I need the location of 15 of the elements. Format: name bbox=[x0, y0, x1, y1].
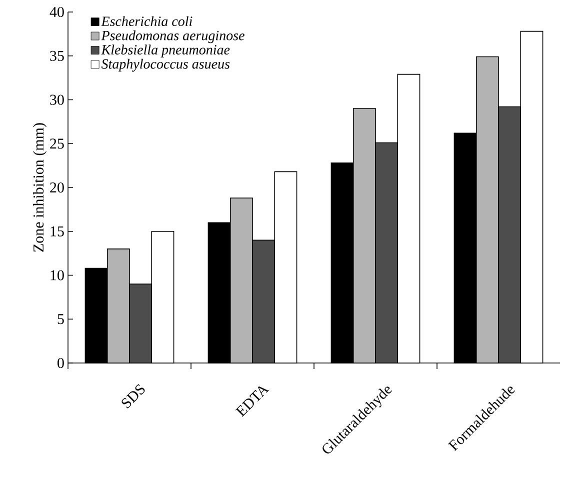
y-tick-label: 30 bbox=[50, 94, 64, 105]
y-tick-label: 5 bbox=[58, 314, 64, 324]
y-tick-label: 10 bbox=[50, 270, 64, 280]
x-tick-label: SDS bbox=[122, 384, 145, 408]
y-tick-label: 15 bbox=[50, 226, 64, 236]
y-tick-label: 25 bbox=[50, 138, 64, 149]
y-tick-label: 20 bbox=[50, 182, 64, 193]
legend-label: Klebsiella pneumoniae bbox=[101, 44, 230, 58]
legend-label: Pseudomonas aeruginose bbox=[101, 30, 244, 44]
legend-label: Staphylococcus asueus bbox=[101, 58, 230, 72]
y-axis-title: Zone inhibition (mm) bbox=[33, 123, 47, 252]
y-tick-label: 0 bbox=[58, 358, 64, 368]
y-tick-label: 35 bbox=[50, 50, 64, 61]
legend-label: Escherichia coli bbox=[101, 16, 192, 26]
y-tick-label: 40 bbox=[50, 6, 64, 18]
